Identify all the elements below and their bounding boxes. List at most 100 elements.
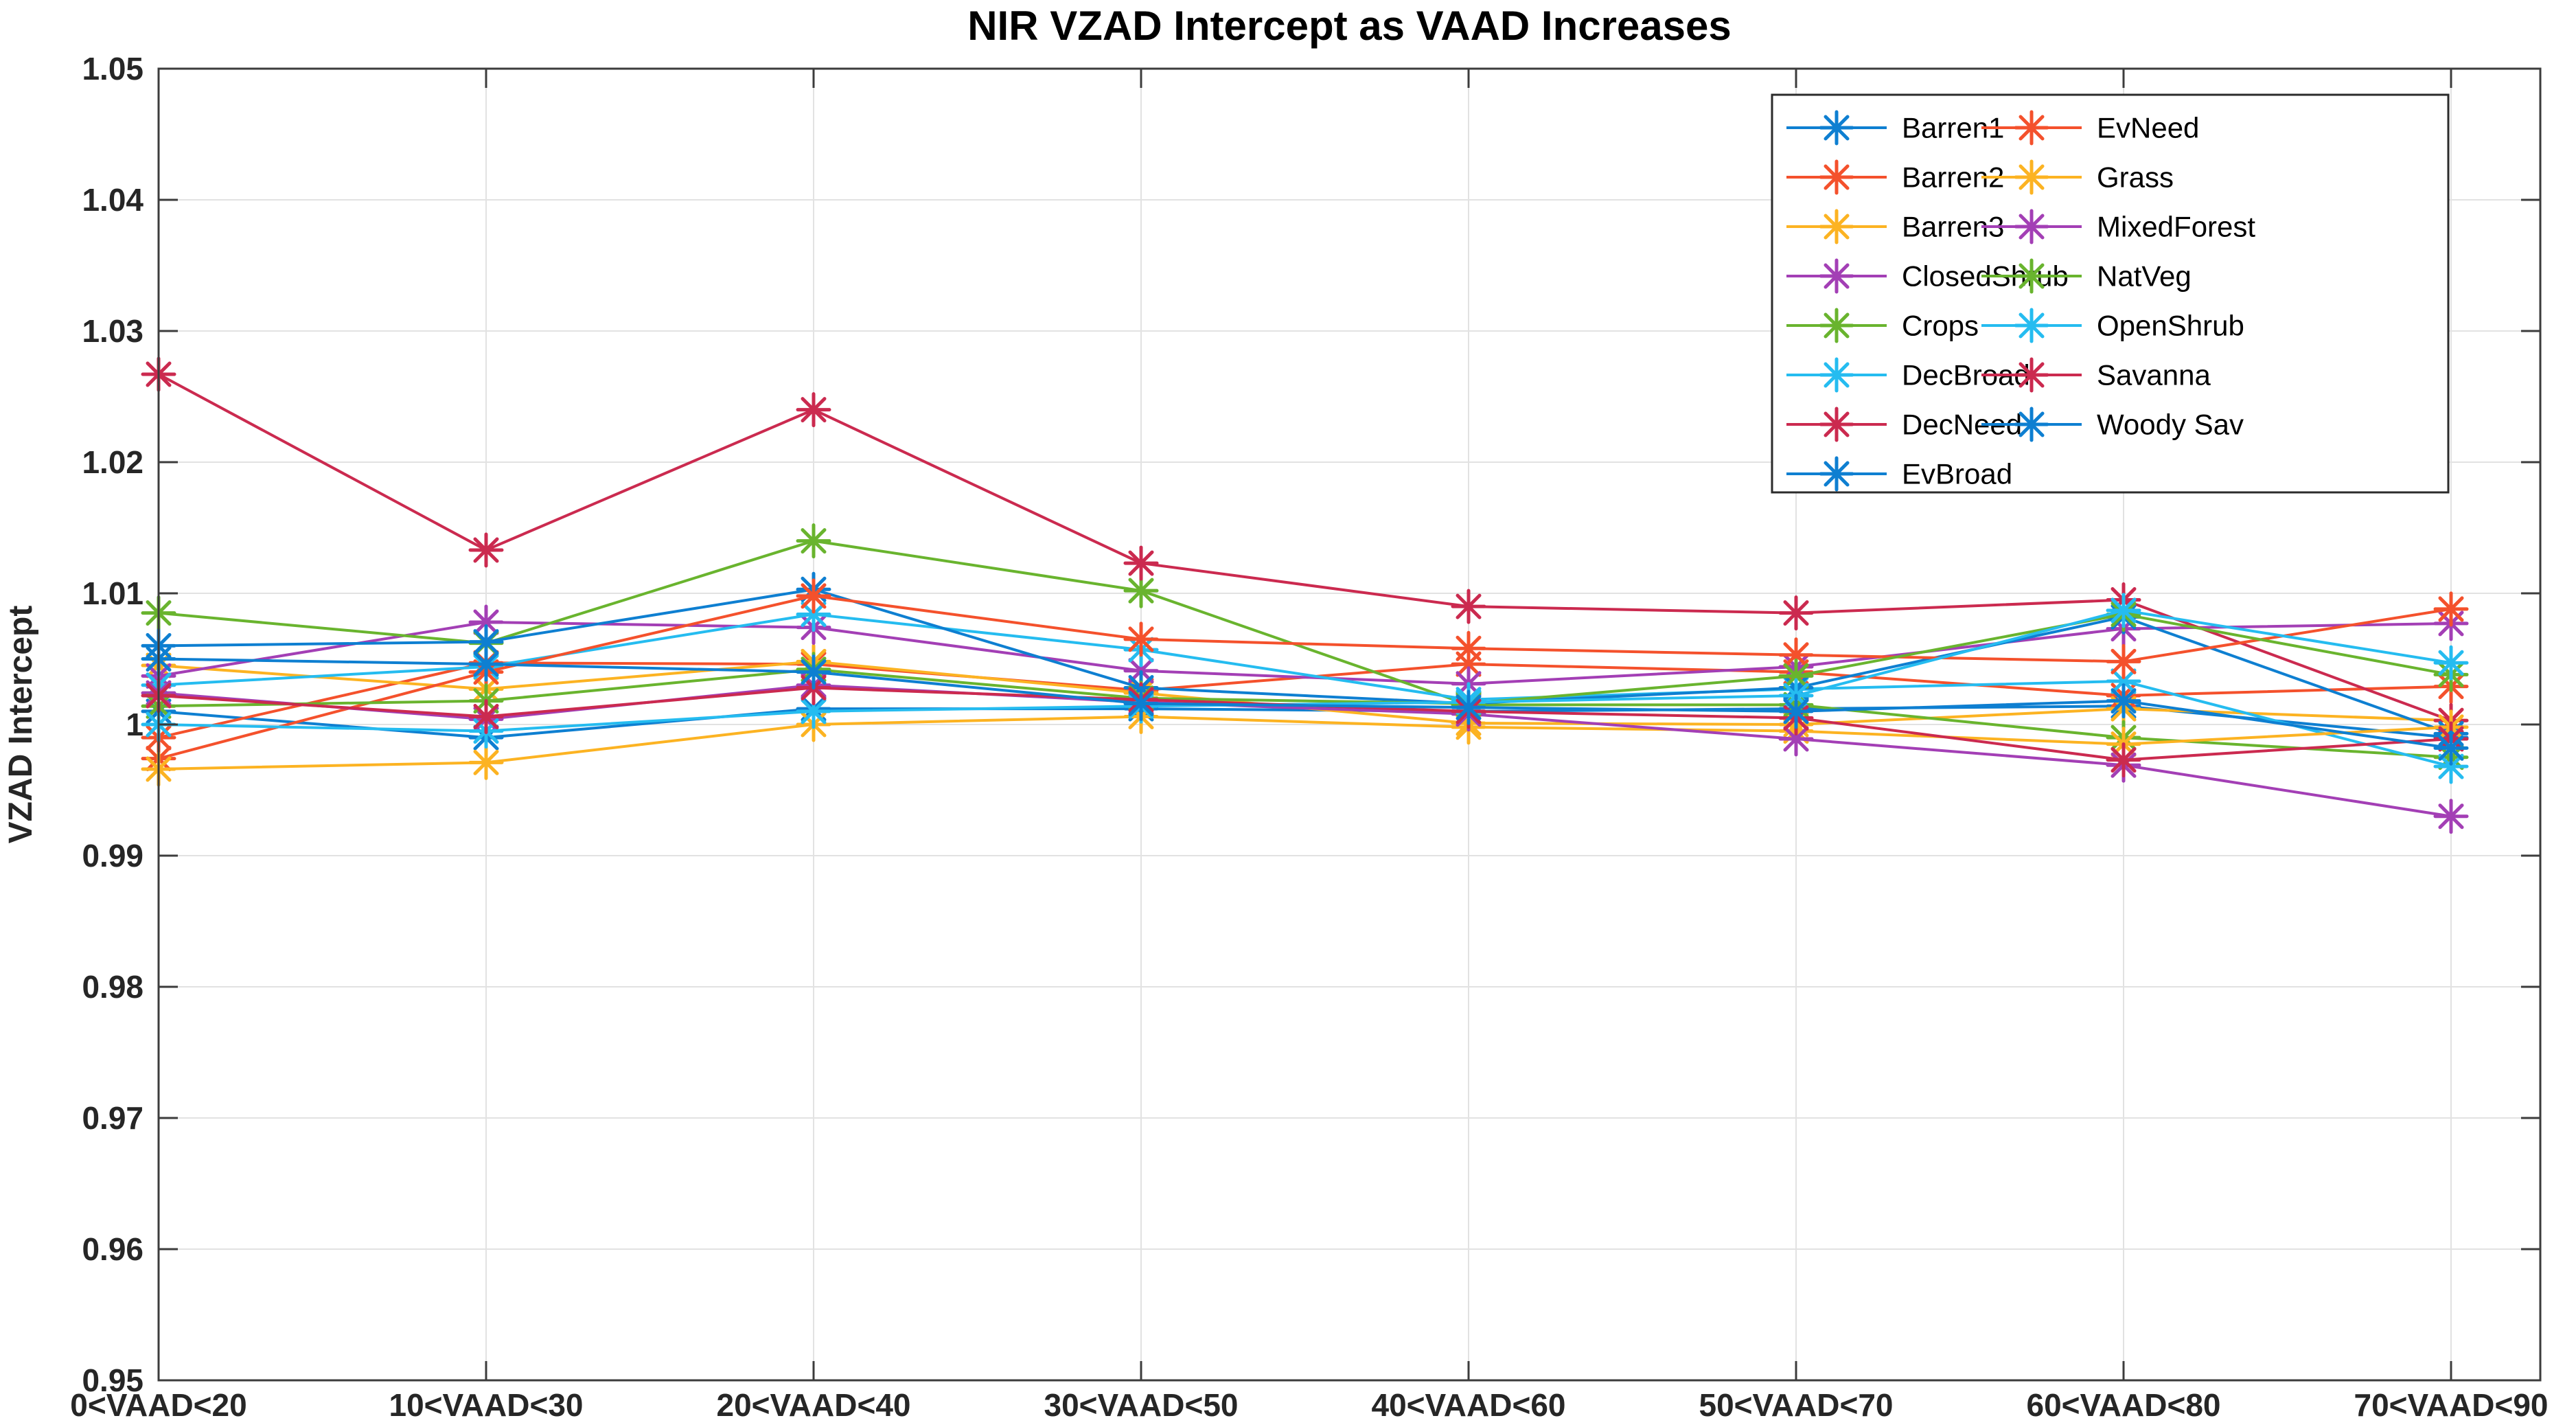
chart-title: NIR VZAD Intercept as VAAD Increases: [967, 3, 1732, 49]
x-tick-label: 50<VAAD<70: [1699, 1387, 1894, 1423]
x-tick-label: 0<VAAD<20: [70, 1387, 246, 1423]
legend-label: EvBroad: [1902, 458, 2012, 490]
asterisk-marker: [1824, 263, 1850, 289]
asterisk-marker: [2438, 596, 2464, 622]
series-woody-sav: [141, 641, 2469, 766]
legend-label: EvNeed: [2097, 112, 2199, 144]
tick-labels: 0.95 0.96 0.97 0.98 0.99 1 1.01 1.02 1.03 1.04 1.0…: [70, 51, 2548, 1423]
asterisk-marker: [1824, 115, 1850, 141]
y-tick-label: 0.97: [82, 1100, 143, 1136]
legend-entry-evneed: EvNeed: [1981, 110, 2199, 146]
series-lines: [141, 356, 2469, 834]
y-tick-label: 1.02: [82, 444, 143, 480]
series-line: [158, 539, 2452, 759]
series-line: [158, 594, 2452, 760]
x-tick-label: 30<VAAD<50: [1044, 1387, 1239, 1423]
asterisk-marker: [2111, 688, 2137, 714]
x-tick-label: 10<VAAD<30: [389, 1387, 584, 1423]
asterisk-marker: [2019, 164, 2045, 190]
asterisk-marker: [2019, 312, 2045, 339]
legend-label: Grass: [2097, 161, 2174, 194]
asterisk-marker: [801, 659, 827, 685]
x-tick-label: 20<VAAD<40: [717, 1387, 911, 1423]
legend-label: OpenShrub: [2097, 310, 2244, 342]
legend-label: Crops: [1902, 310, 1979, 342]
y-tick-label: 1.03: [82, 313, 143, 349]
asterisk-marker: [801, 397, 827, 423]
y-tick-label: 0.98: [82, 969, 143, 1005]
legend-entry-mixedforest: MixedForest: [1981, 209, 2255, 244]
series-line: [158, 715, 2452, 770]
legend-entry-savanna: Savanna: [1981, 357, 2211, 393]
y-tick-label: 0.96: [82, 1231, 143, 1267]
asterisk-marker: [1824, 461, 1850, 487]
asterisk-marker: [1128, 626, 1154, 652]
legend-label: NatVeg: [2097, 260, 2192, 293]
asterisk-marker: [1783, 698, 1809, 724]
asterisk-marker: [2111, 668, 2137, 694]
asterisk-marker: [473, 749, 499, 775]
asterisk-marker: [2438, 650, 2464, 676]
series-line: [158, 373, 2452, 722]
legend: Barren1Barren2Barren3ClosedShrubCropsDec…: [1771, 93, 2450, 494]
asterisk-marker: [2019, 411, 2045, 437]
asterisk-marker: [801, 583, 827, 609]
asterisk-marker: [2019, 263, 2045, 289]
x-tick-label: 60<VAAD<80: [2027, 1387, 2221, 1423]
legend-entry-crops: Crops: [1786, 308, 1979, 343]
asterisk-marker: [1824, 362, 1850, 388]
asterisk-marker: [1824, 411, 1850, 437]
asterisk-marker: [1456, 593, 1482, 619]
series-line: [158, 657, 2452, 750]
y-tick-label: 0.99: [82, 838, 143, 874]
asterisk-marker: [801, 528, 827, 554]
y-axis-label: VZAD Intercept: [3, 606, 39, 844]
asterisk-marker: [2438, 753, 2464, 779]
legend-entry-natveg: NatVeg: [1981, 258, 2192, 294]
legend-label: Woody Sav: [2097, 409, 2244, 441]
asterisk-marker: [2019, 214, 2045, 240]
y-tick-label: 1: [126, 707, 143, 742]
legend-entry-woody-sav: Woody Sav: [1981, 407, 2244, 442]
asterisk-marker: [1824, 312, 1850, 339]
asterisk-marker: [2111, 597, 2137, 624]
asterisk-marker: [2111, 648, 2137, 674]
legend-label: Savanna: [2097, 359, 2211, 391]
asterisk-marker: [1128, 578, 1154, 604]
asterisk-marker: [473, 537, 499, 563]
asterisk-marker: [2438, 803, 2464, 830]
asterisk-marker: [1128, 690, 1154, 716]
legend-label: MixedForest: [2097, 211, 2255, 243]
legend-entry-grass: Grass: [1981, 159, 2174, 195]
series-line: [158, 588, 2452, 735]
asterisk-marker: [1783, 726, 1809, 752]
asterisk-marker: [473, 609, 499, 635]
asterisk-marker: [1824, 214, 1850, 240]
asterisk-marker: [473, 651, 499, 677]
asterisk-marker: [1783, 642, 1809, 668]
series-line: [158, 683, 2452, 818]
series-line: [158, 705, 2452, 740]
asterisk-marker: [1783, 600, 1809, 626]
legend-box: [1771, 93, 2450, 494]
axes: [157, 67, 2542, 1382]
asterisk-marker: [2438, 735, 2464, 761]
asterisk-marker: [801, 602, 827, 628]
legend-entry-openshrub: OpenShrub: [1981, 308, 2244, 343]
series-line: [158, 621, 2452, 685]
asterisk-marker: [1456, 694, 1482, 720]
asterisk-marker: [473, 704, 499, 730]
y-tick-label: 1.04: [82, 182, 143, 218]
x-tick-label: 40<VAAD<60: [1372, 1387, 1566, 1423]
asterisk-marker: [1824, 164, 1850, 190]
y-tick-label: 1.01: [82, 575, 143, 611]
asterisk-marker: [1783, 663, 1809, 689]
asterisk-marker: [801, 698, 827, 724]
asterisk-marker: [2111, 747, 2137, 773]
y-tick-label: 1.05: [82, 51, 143, 87]
y-tick-label: 0.95: [82, 1362, 143, 1398]
asterisk-marker: [1456, 635, 1482, 661]
asterisk-marker: [2019, 115, 2045, 141]
